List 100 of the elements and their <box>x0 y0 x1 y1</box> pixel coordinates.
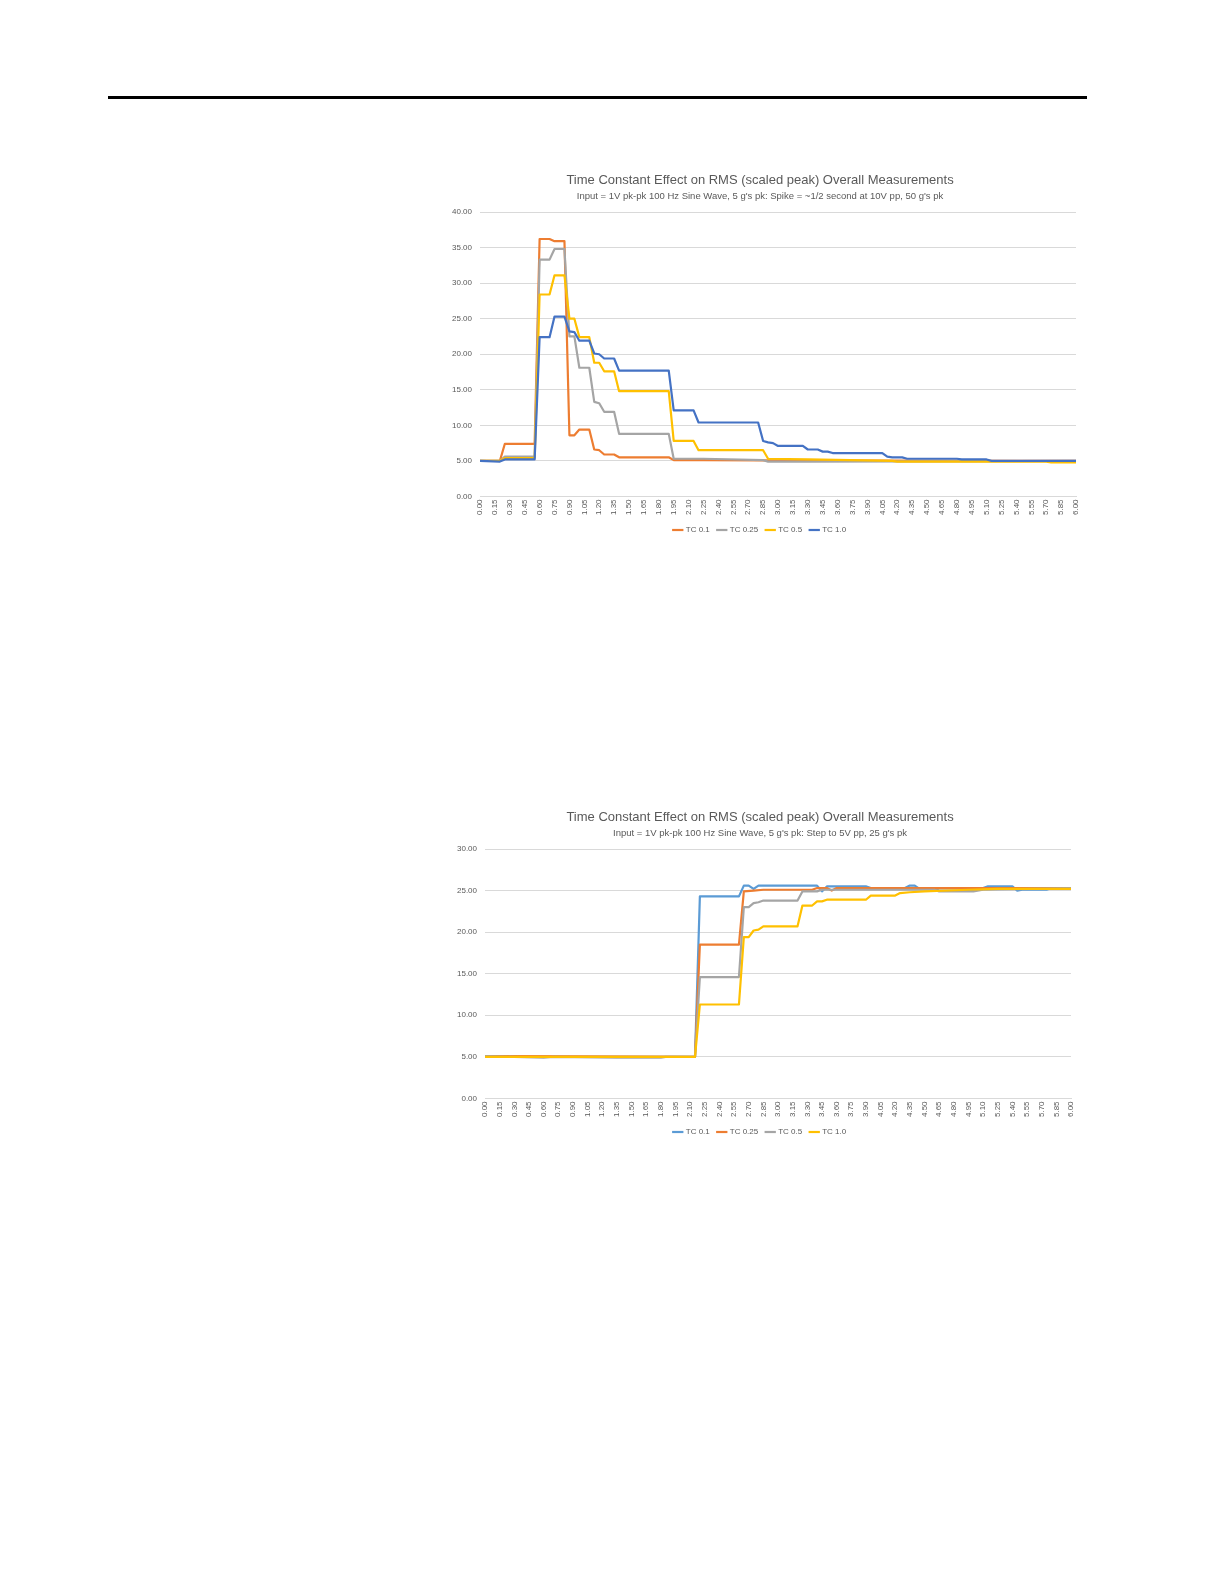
x-tick-label: 3.75 <box>847 498 857 516</box>
y-tick-label: 15.00 <box>451 384 473 394</box>
x-tick-label: 6.00 <box>1066 1100 1076 1118</box>
y-tick-label: 0.00 <box>461 1093 478 1103</box>
chart-title: Time Constant Effect on RMS (scaled peak) Overall Measurements <box>566 172 955 188</box>
x-tick-label: 2.40 <box>714 1100 724 1118</box>
y-tick-label: 25.00 <box>456 885 478 895</box>
x-tick-label: 1.80 <box>654 498 664 516</box>
x-tick-label: 4.05 <box>875 1100 885 1118</box>
x-tick-label: 1.95 <box>670 1100 680 1118</box>
x-tick-label: 1.50 <box>626 1100 636 1118</box>
x-tick-label: 0.90 <box>568 1100 578 1118</box>
x-tick-label: 4.80 <box>952 498 962 516</box>
x-tick-label: 2.85 <box>758 1100 768 1118</box>
x-tick-label: 4.95 <box>966 498 976 516</box>
x-tick-label: 4.50 <box>922 498 932 516</box>
x-tick-label: 1.20 <box>597 1100 607 1118</box>
x-tick-label: 0.90 <box>564 498 574 516</box>
x-tick-label: 1.65 <box>641 1100 651 1118</box>
x-tick-label: 0.00 <box>480 1100 490 1118</box>
x-tick-label: 4.35 <box>905 1100 915 1118</box>
x-tick-label: 1.50 <box>624 498 634 516</box>
x-tick-label: 3.00 <box>773 498 783 516</box>
x-tick-label: 3.15 <box>787 1100 797 1118</box>
x-tick-label: 2.10 <box>683 498 693 516</box>
x-tick-label: 0.30 <box>509 1100 519 1118</box>
x-tick-label: 5.85 <box>1056 498 1066 516</box>
x-tick-label: 3.15 <box>788 498 798 516</box>
x-tick-label: 2.55 <box>729 1100 739 1118</box>
x-tick-label: 5.70 <box>1041 498 1051 516</box>
x-tick-label: 1.05 <box>582 1100 592 1118</box>
x-tick-label: 0.45 <box>519 498 529 516</box>
x-tick-label: 0.45 <box>524 1100 534 1118</box>
x-tick-label: 0.30 <box>505 498 515 516</box>
chart-subtitle: Input = 1V pk-pk 100 Hz Sine Wave, 5 g's pk: Spike = ~1/2 second at 10V pp, 50 g's pk <box>576 189 944 201</box>
legend-label: TC 0.1 <box>685 1127 711 1137</box>
legend-label: TC 0.5 <box>778 525 803 535</box>
y-tick-label: 40.00 <box>451 207 473 217</box>
x-tick-label: 4.95 <box>963 1100 973 1118</box>
x-tick-label: 5.55 <box>1022 1100 1032 1118</box>
x-tick-label: 3.30 <box>802 1100 812 1118</box>
x-tick-label: 3.45 <box>817 1100 827 1118</box>
y-tick-label: 10.00 <box>456 1010 478 1020</box>
y-tick-label: 5.00 <box>461 1052 478 1062</box>
x-tick-label: 4.80 <box>949 1100 959 1118</box>
legend-label: TC 1.0 <box>822 1127 847 1137</box>
x-tick-label: 3.45 <box>817 498 827 516</box>
x-tick-label: 1.65 <box>639 498 649 516</box>
y-tick-label: 35.00 <box>451 242 473 252</box>
x-tick-label: 5.25 <box>996 498 1006 516</box>
x-tick-label: 3.30 <box>803 498 813 516</box>
x-tick-label: 2.40 <box>713 498 723 516</box>
x-tick-label: 6.00 <box>1071 498 1081 516</box>
x-tick-label: 4.65 <box>934 1100 944 1118</box>
x-tick-label: 2.70 <box>743 1100 753 1118</box>
x-tick-label: 1.35 <box>612 1100 622 1118</box>
x-tick-label: 1.20 <box>594 498 604 516</box>
x-tick-label: 5.55 <box>1026 498 1036 516</box>
x-tick-label: 5.25 <box>992 1100 1002 1118</box>
y-tick-label: 10.00 <box>451 420 473 430</box>
x-tick-label: 2.70 <box>743 498 753 516</box>
x-tick-label: 3.90 <box>862 498 872 516</box>
x-tick-label: 5.70 <box>1036 1100 1046 1118</box>
x-tick-label: 4.35 <box>907 498 917 516</box>
x-tick-label: 4.65 <box>937 498 947 516</box>
x-tick-label: 0.75 <box>553 1100 563 1118</box>
x-tick-label: 3.90 <box>861 1100 871 1118</box>
x-tick-label: 0.15 <box>490 498 500 516</box>
x-tick-label: 4.20 <box>892 498 902 516</box>
x-tick-label: 2.55 <box>728 498 738 516</box>
legend-label: TC 0.25 <box>729 525 759 535</box>
x-tick-label: 4.05 <box>877 498 887 516</box>
y-tick-label: 30.00 <box>451 278 473 288</box>
y-tick-label: 5.00 <box>456 456 473 466</box>
y-tick-label: 25.00 <box>451 313 473 323</box>
legend-label: TC 0.25 <box>729 1127 759 1137</box>
x-tick-label: 2.25 <box>698 498 708 516</box>
x-tick-label: 0.60 <box>534 498 544 516</box>
x-tick-label: 0.75 <box>549 498 559 516</box>
x-tick-label: 1.35 <box>609 498 619 516</box>
y-tick-label: 0.00 <box>456 491 473 501</box>
legend-label: TC 0.1 <box>685 525 711 535</box>
x-tick-label: 0.60 <box>538 1100 548 1118</box>
y-tick-label: 15.00 <box>456 968 478 978</box>
x-tick-label: 2.85 <box>758 498 768 516</box>
x-tick-label: 4.20 <box>890 1100 900 1118</box>
chart-subtitle: Input = 1V pk-pk 100 Hz Sine Wave, 5 g's pk: Step to 5V pp, 25 g's pk <box>613 826 908 838</box>
x-tick-label: 5.40 <box>1007 1100 1017 1118</box>
x-tick-label: 5.85 <box>1051 1100 1061 1118</box>
y-tick-label: 30.00 <box>456 844 478 854</box>
x-tick-label: 1.80 <box>656 1100 666 1118</box>
x-tick-label: 5.10 <box>981 498 991 516</box>
x-tick-label: 0.15 <box>494 1100 504 1118</box>
y-tick-label: 20.00 <box>456 927 478 937</box>
x-tick-label: 1.95 <box>668 498 678 516</box>
x-tick-label: 4.50 <box>919 1100 929 1118</box>
x-tick-label: 1.05 <box>579 498 589 516</box>
x-tick-label: 3.75 <box>846 1100 856 1118</box>
legend-label: TC 0.5 <box>778 1127 803 1137</box>
x-tick-label: 3.60 <box>832 498 842 516</box>
